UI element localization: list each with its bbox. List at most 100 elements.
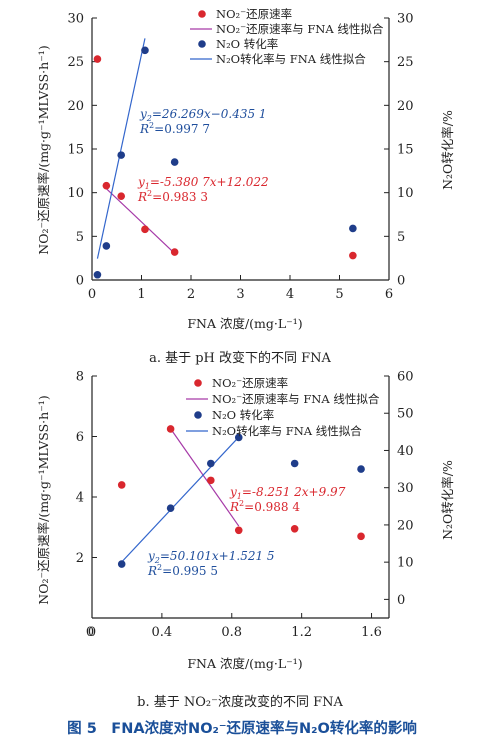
x-tick-label: 1 [137, 287, 145, 302]
rate-fit-equation: y1=-5.380 7x+12.022 [137, 175, 269, 191]
legend-entry: NO₂⁻还原速率 [216, 7, 292, 21]
y-right-tick-label: 10 [397, 556, 414, 571]
y-right-tick-label: 25 [397, 55, 414, 70]
conversion-point [117, 151, 126, 159]
conversion-point [207, 459, 215, 468]
y-right-title: N₂O转化率/% [440, 460, 455, 540]
y-right-title: N₂O转化率/% [440, 110, 455, 190]
chart-panel-a: 0 1 2 3 4 5 6051015202530051015202530NO₂⁻还原速率N… [36, 7, 455, 366]
rate-point [117, 481, 126, 489]
y-right-tick-label: 30 [397, 481, 414, 496]
conversion-fit-line [96, 38, 146, 259]
conversion-point [141, 46, 149, 55]
chart-panel-b: 0 0.4 0.8 1.2 1.6246800102030405060NO₂⁻还原速率N… [36, 370, 455, 711]
rate-point [102, 181, 111, 190]
x-tick-label: 1.6 [361, 625, 382, 640]
y-left-tick-label: 30 [67, 12, 84, 27]
rate-point [290, 524, 299, 533]
rate-point [357, 532, 365, 541]
y-left-tick-label: 4 [76, 491, 84, 506]
conversion-point [349, 224, 357, 233]
x-title: FNA 浓度/(mg·L⁻¹) [187, 316, 302, 331]
rate-point [207, 476, 215, 485]
legend-marker [198, 10, 206, 18]
rate-fit-equation: y1=-8.251 2x+9.97 [229, 485, 346, 501]
legend-entry: N₂O 转化率 [216, 37, 278, 51]
panel-caption: a. 基于 pH 改变下的不同 FNA [149, 350, 331, 366]
conversion-point [93, 270, 102, 279]
x-tick-label: 0 [88, 287, 96, 302]
rate-point [141, 225, 149, 234]
x-tick-label: 2 [187, 287, 195, 302]
x-tick-label: 0.4 [152, 625, 173, 640]
y-right-tick-label: 20 [397, 518, 414, 533]
y-right-tick-label: 40 [397, 444, 414, 459]
y-right-tick-label: 15 [397, 143, 414, 158]
rate-fit-r2: R2=0.983 3 [137, 189, 208, 204]
legend-entry: N₂O转化率与 FNA 线性拟合 [216, 52, 366, 66]
legend-entry: N₂O转化率与 FNA 线性拟合 [212, 424, 362, 438]
y-left-tick-label: 6 [76, 430, 84, 445]
y-left-tick-label: 10 [67, 186, 84, 201]
y-left-title: NO₂⁻还原速率/(mg·g⁻¹MLVSS·h⁻¹) [36, 45, 51, 254]
conversion-point [290, 459, 299, 468]
conversion-fit-equation: y2=50.101x+1.521 5 [147, 549, 275, 565]
rate-fit-r2: R2=0.988 4 [229, 499, 300, 514]
rate-point [234, 526, 243, 535]
legend: NO₂⁻还原速率 NO₂⁻还原速率与 FNA 线性拟合 N₂O 转化率 N₂O转化率与… [186, 376, 380, 438]
legend-entry: NO₂⁻还原速率与 FNA 线性拟合 [212, 392, 380, 406]
rate-point [117, 192, 126, 200]
x-tick-label: 0.8 [221, 625, 242, 640]
conversion-point [170, 158, 179, 166]
rate-point [349, 251, 357, 260]
rate-fit-line [170, 428, 240, 527]
y-right-tick-label: 50 [397, 407, 414, 422]
x-tick-label: 6 [385, 287, 393, 302]
conversion-point [102, 242, 111, 250]
y-right-tick-label: 0 [397, 274, 405, 289]
y-right-tick-label: 20 [397, 99, 414, 114]
y-left-tick-label: 8 [76, 370, 84, 385]
panel-caption: b. 基于 NO₂⁻浓度改变的不同 FNA [137, 694, 343, 710]
y-right-tick-label: 10 [397, 186, 414, 201]
origin-label: 0 [86, 625, 94, 640]
conversion-point [234, 433, 243, 442]
legend-entry: NO₂⁻还原速率 [212, 376, 288, 390]
x-tick-label: 3 [236, 287, 244, 302]
conversion-point [117, 560, 126, 568]
y-left-tick-label: 20 [67, 99, 84, 114]
conversion-fit-r2: R2=0.997 7 [139, 121, 210, 136]
y-right-tick-label: 5 [397, 230, 405, 245]
rate-point [170, 248, 179, 256]
y-right-tick-label: 60 [397, 370, 414, 385]
y-left-tick-label: 25 [67, 55, 84, 70]
conversion-point [357, 465, 365, 473]
conversion-fit-equation: y2=26.269x−0.435 1 [139, 107, 267, 123]
x-tick-label: 0 [88, 625, 96, 640]
x-tick-label: 5 [335, 287, 343, 302]
conversion-point [166, 504, 175, 512]
rate-point [93, 55, 102, 63]
rate-point [166, 425, 175, 433]
y-left-tick-label: 15 [67, 143, 84, 158]
legend-marker [194, 411, 202, 419]
legend-entry: N₂O 转化率 [212, 408, 274, 422]
x-tick-label: 1.2 [291, 625, 312, 640]
conversion-fit-line [121, 436, 240, 563]
rate-fit-line [105, 188, 176, 254]
y-left-tick-label: 2 [76, 551, 84, 566]
conversion-fit-r2: R2=0.995 5 [147, 563, 218, 578]
legend-marker [198, 40, 206, 48]
x-tick-label: 4 [286, 287, 294, 302]
y-right-tick-label: 30 [397, 12, 414, 27]
legend-entry: NO₂⁻还原速率与 FNA 线性拟合 [216, 22, 384, 36]
y-left-tick-label: 0 [76, 274, 84, 289]
y-left-title: NO₂⁻还原速率/(mg·g⁻¹MLVSS·h⁻¹) [36, 395, 51, 604]
x-title: FNA 浓度/(mg·L⁻¹) [187, 656, 302, 671]
figure-caption: 图 5 FNA浓度对NO₂⁻还原速率与N₂O转化率的影响 [67, 719, 417, 737]
legend-marker [194, 379, 202, 387]
y-right-tick-label: 0 [397, 593, 405, 608]
y-left-tick-label: 5 [76, 230, 84, 245]
